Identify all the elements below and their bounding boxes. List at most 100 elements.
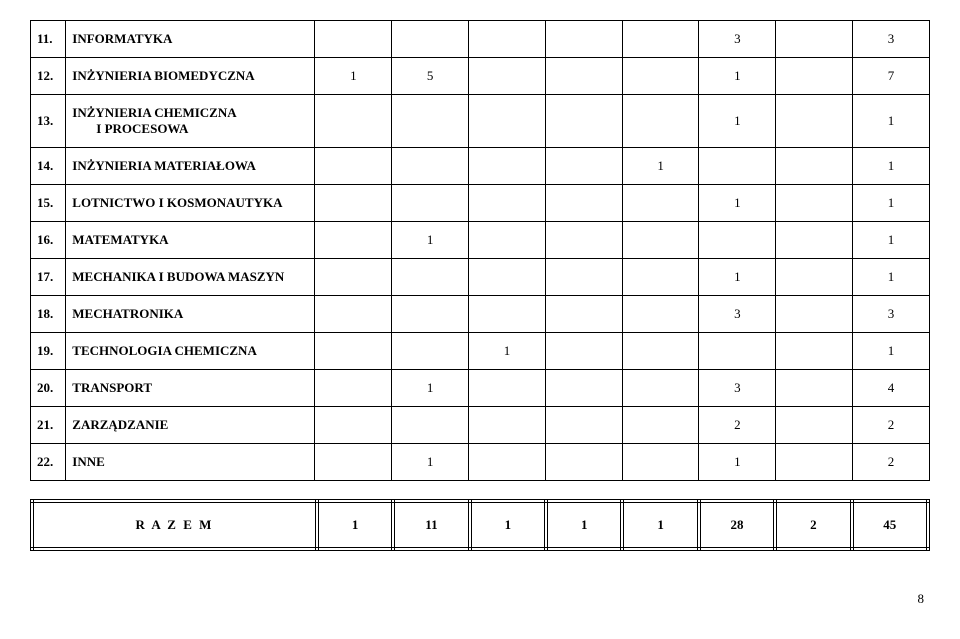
table-row: 11.INFORMATYKA33	[31, 21, 930, 58]
cell	[622, 259, 699, 296]
cell	[545, 58, 622, 95]
row-label-main: MECHANIKA I BUDOWA MASZYN	[72, 269, 284, 284]
row-number: 12.	[31, 58, 66, 95]
cell: 4	[853, 370, 930, 407]
cell	[469, 21, 546, 58]
row-number: 15.	[31, 185, 66, 222]
cell	[622, 95, 699, 148]
cell	[545, 444, 622, 481]
total-cell: 1	[546, 501, 622, 549]
cell	[545, 21, 622, 58]
cell	[776, 296, 853, 333]
cell: 1	[699, 444, 776, 481]
cell	[776, 222, 853, 259]
cell: 1	[853, 259, 930, 296]
row-label: TRANSPORT	[66, 370, 315, 407]
total-cell: 1	[622, 501, 698, 549]
table-row: 16.MATEMATYKA11	[31, 222, 930, 259]
row-number: 20.	[31, 370, 66, 407]
row-label-main: TRANSPORT	[72, 380, 152, 395]
row-label-main: INFORMATYKA	[72, 31, 172, 46]
cell: 3	[699, 370, 776, 407]
row-number: 19.	[31, 333, 66, 370]
cell	[699, 222, 776, 259]
cell: 1	[699, 259, 776, 296]
total-cell: 11	[393, 501, 469, 549]
table-row: 12.INŻYNIERIA BIOMEDYCZNA1517	[31, 58, 930, 95]
cell	[315, 370, 392, 407]
row-label: LOTNICTWO I KOSMONAUTYKA	[66, 185, 315, 222]
cell	[392, 259, 469, 296]
cell	[315, 21, 392, 58]
cell	[469, 296, 546, 333]
row-label: MECHATRONIKA	[66, 296, 315, 333]
row-label: INFORMATYKA	[66, 21, 315, 58]
cell	[315, 333, 392, 370]
cell: 1	[853, 148, 930, 185]
total-cell: 45	[852, 501, 928, 549]
cell	[622, 21, 699, 58]
cell	[545, 370, 622, 407]
row-number: 13.	[31, 95, 66, 148]
row-label-main: INŻYNIERIA BIOMEDYCZNA	[72, 68, 254, 83]
row-number: 22.	[31, 444, 66, 481]
row-label-main: INŻYNIERIA MATERIAŁOWA	[72, 158, 256, 173]
cell	[469, 58, 546, 95]
cell	[392, 407, 469, 444]
row-label-sub: I PROCESOWA	[72, 121, 308, 137]
cell	[545, 333, 622, 370]
page-number: 8	[30, 591, 930, 607]
row-label-main: MECHATRONIKA	[72, 306, 183, 321]
table-row: 17.MECHANIKA I BUDOWA MASZYN11	[31, 259, 930, 296]
cell: 1	[853, 185, 930, 222]
table-row: 19.TECHNOLOGIA CHEMICZNA11	[31, 333, 930, 370]
row-label-main: LOTNICTWO I KOSMONAUTYKA	[72, 195, 282, 210]
cell	[392, 296, 469, 333]
cell	[545, 407, 622, 444]
row-label: TECHNOLOGIA CHEMICZNA	[66, 333, 315, 370]
row-label: INŻYNIERIA CHEMICZNAI PROCESOWA	[66, 95, 315, 148]
table-row: 21.ZARZĄDZANIE22	[31, 407, 930, 444]
cell	[622, 222, 699, 259]
cell: 2	[853, 444, 930, 481]
cell	[392, 95, 469, 148]
total-row: R A Z E M 1 11 1 1 1 28 2 45	[32, 501, 928, 549]
row-label-main: MATEMATYKA	[72, 232, 168, 247]
cell	[776, 58, 853, 95]
cell	[622, 185, 699, 222]
row-number: 11.	[31, 21, 66, 58]
row-number: 18.	[31, 296, 66, 333]
cell	[622, 370, 699, 407]
cell: 1	[392, 444, 469, 481]
cell: 2	[699, 407, 776, 444]
row-label: INŻYNIERIA BIOMEDYCZNA	[66, 58, 315, 95]
row-label: INŻYNIERIA MATERIAŁOWA	[66, 148, 315, 185]
total-cell: 28	[699, 501, 775, 549]
row-number: 16.	[31, 222, 66, 259]
cell	[545, 259, 622, 296]
cell	[545, 185, 622, 222]
cell	[776, 370, 853, 407]
cell	[699, 333, 776, 370]
cell	[545, 296, 622, 333]
cell	[776, 95, 853, 148]
row-label-main: ZARZĄDZANIE	[72, 417, 168, 432]
cell	[622, 296, 699, 333]
cell	[469, 185, 546, 222]
cell: 1	[853, 222, 930, 259]
cell: 1	[853, 95, 930, 148]
cell: 1	[699, 95, 776, 148]
cell: 3	[699, 296, 776, 333]
row-label-main: TECHNOLOGIA CHEMICZNA	[72, 343, 257, 358]
cell	[315, 222, 392, 259]
cell: 1	[622, 148, 699, 185]
cell	[315, 148, 392, 185]
cell: 1	[699, 185, 776, 222]
cell	[315, 444, 392, 481]
total-cell: 1	[470, 501, 546, 549]
cell	[776, 333, 853, 370]
cell	[315, 185, 392, 222]
total-cell: 1	[317, 501, 393, 549]
cell	[699, 148, 776, 185]
cell: 3	[699, 21, 776, 58]
